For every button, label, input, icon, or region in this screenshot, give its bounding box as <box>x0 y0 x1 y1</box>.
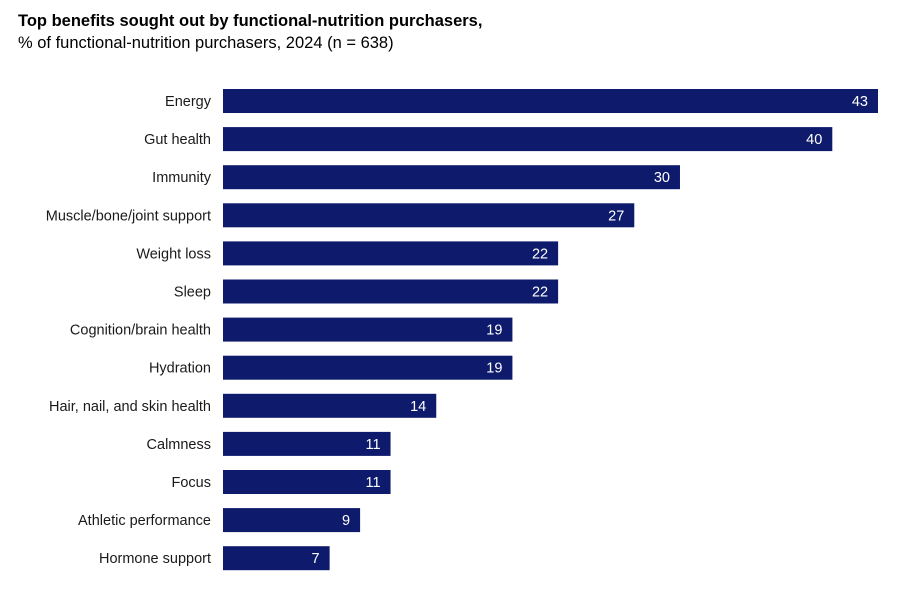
bar-hydration <box>223 355 513 380</box>
bar-cognition-brain-health <box>223 317 513 342</box>
value-label-hormone-support: 7 <box>312 551 320 567</box>
bar-gut-health <box>223 127 833 152</box>
bar-athletic-performance <box>223 508 361 533</box>
value-label-hair-nail-and-skin-health: 14 <box>410 399 426 415</box>
bar-focus <box>223 470 391 494</box>
category-label-sleep: Sleep <box>174 285 211 301</box>
category-label-energy: Energy <box>165 94 212 110</box>
value-label-hydration: 19 <box>486 361 502 377</box>
category-label-gut-health: Gut health <box>144 132 211 148</box>
bar-calmness <box>223 431 391 456</box>
chart-subtitle: % of functional-nutrition purchasers, 20… <box>18 34 394 52</box>
category-label-athletic-performance: Athletic performance <box>78 513 211 529</box>
value-label-energy: 43 <box>852 94 868 110</box>
value-label-sleep: 22 <box>532 285 548 301</box>
value-label-athletic-performance: 9 <box>342 513 350 529</box>
category-label-calmness: Calmness <box>147 437 211 453</box>
value-label-immunity: 30 <box>654 170 670 186</box>
bar-weight-loss <box>223 241 559 266</box>
category-label-focus: Focus <box>172 475 212 491</box>
bar-muscle-bone-joint-support <box>223 203 635 228</box>
category-label-weight-loss: Weight loss <box>136 246 211 262</box>
bar-sleep <box>223 279 559 304</box>
value-label-calmness: 11 <box>365 437 380 453</box>
category-label-hydration: Hydration <box>149 361 211 377</box>
bar-energy <box>223 89 878 113</box>
category-label-muscle-bone-joint-support: Muscle/bone/joint support <box>46 208 211 224</box>
category-label-immunity: Immunity <box>152 170 212 186</box>
category-label-hair-nail-and-skin-health: Hair, nail, and skin health <box>49 399 211 415</box>
value-label-weight-loss: 22 <box>532 246 548 262</box>
value-label-cognition-brain-health: 19 <box>486 323 502 339</box>
category-label-cognition-brain-health: Cognition/brain health <box>70 323 211 339</box>
bar-hormone-support <box>223 546 330 571</box>
value-label-gut-health: 40 <box>806 132 822 148</box>
value-label-muscle-bone-joint-support: 27 <box>608 208 624 224</box>
value-label-focus: 11 <box>365 475 380 491</box>
bar-immunity <box>223 165 680 190</box>
bar-hair-nail-and-skin-health <box>223 393 437 418</box>
chart-title: Top benefits sought out by functional-nu… <box>18 12 483 30</box>
category-label-hormone-support: Hormone support <box>99 551 211 567</box>
